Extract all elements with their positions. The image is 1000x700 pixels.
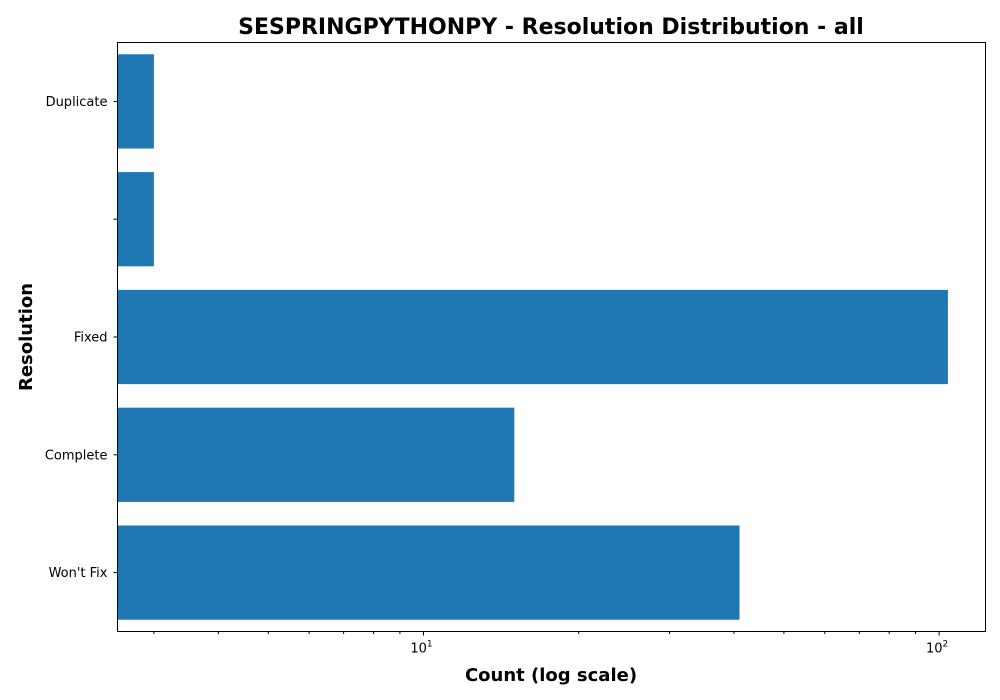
x-tick-label: 102 (926, 640, 948, 657)
bar (117, 172, 154, 267)
plot-frame (117, 42, 986, 632)
y-axis-label: Resolution (16, 283, 37, 391)
x-tick-label: 101 (410, 640, 432, 657)
bar (117, 525, 740, 620)
bar (117, 407, 515, 502)
y-tick-label: Duplicate (46, 95, 108, 110)
bar (117, 54, 154, 149)
y-tick-label: Complete (45, 448, 108, 463)
chart-title: SESPRINGPYTHONPY - Resolution Distributi… (238, 15, 864, 40)
plot-area: Duplicate Fixed Complete Won't Fix 101 102 (45, 54, 948, 657)
y-tick-label: Won't Fix (49, 566, 108, 581)
x-axis-label: Count (log scale) (465, 665, 637, 686)
y-tick-label: Fixed (74, 331, 108, 346)
bar (117, 289, 948, 385)
